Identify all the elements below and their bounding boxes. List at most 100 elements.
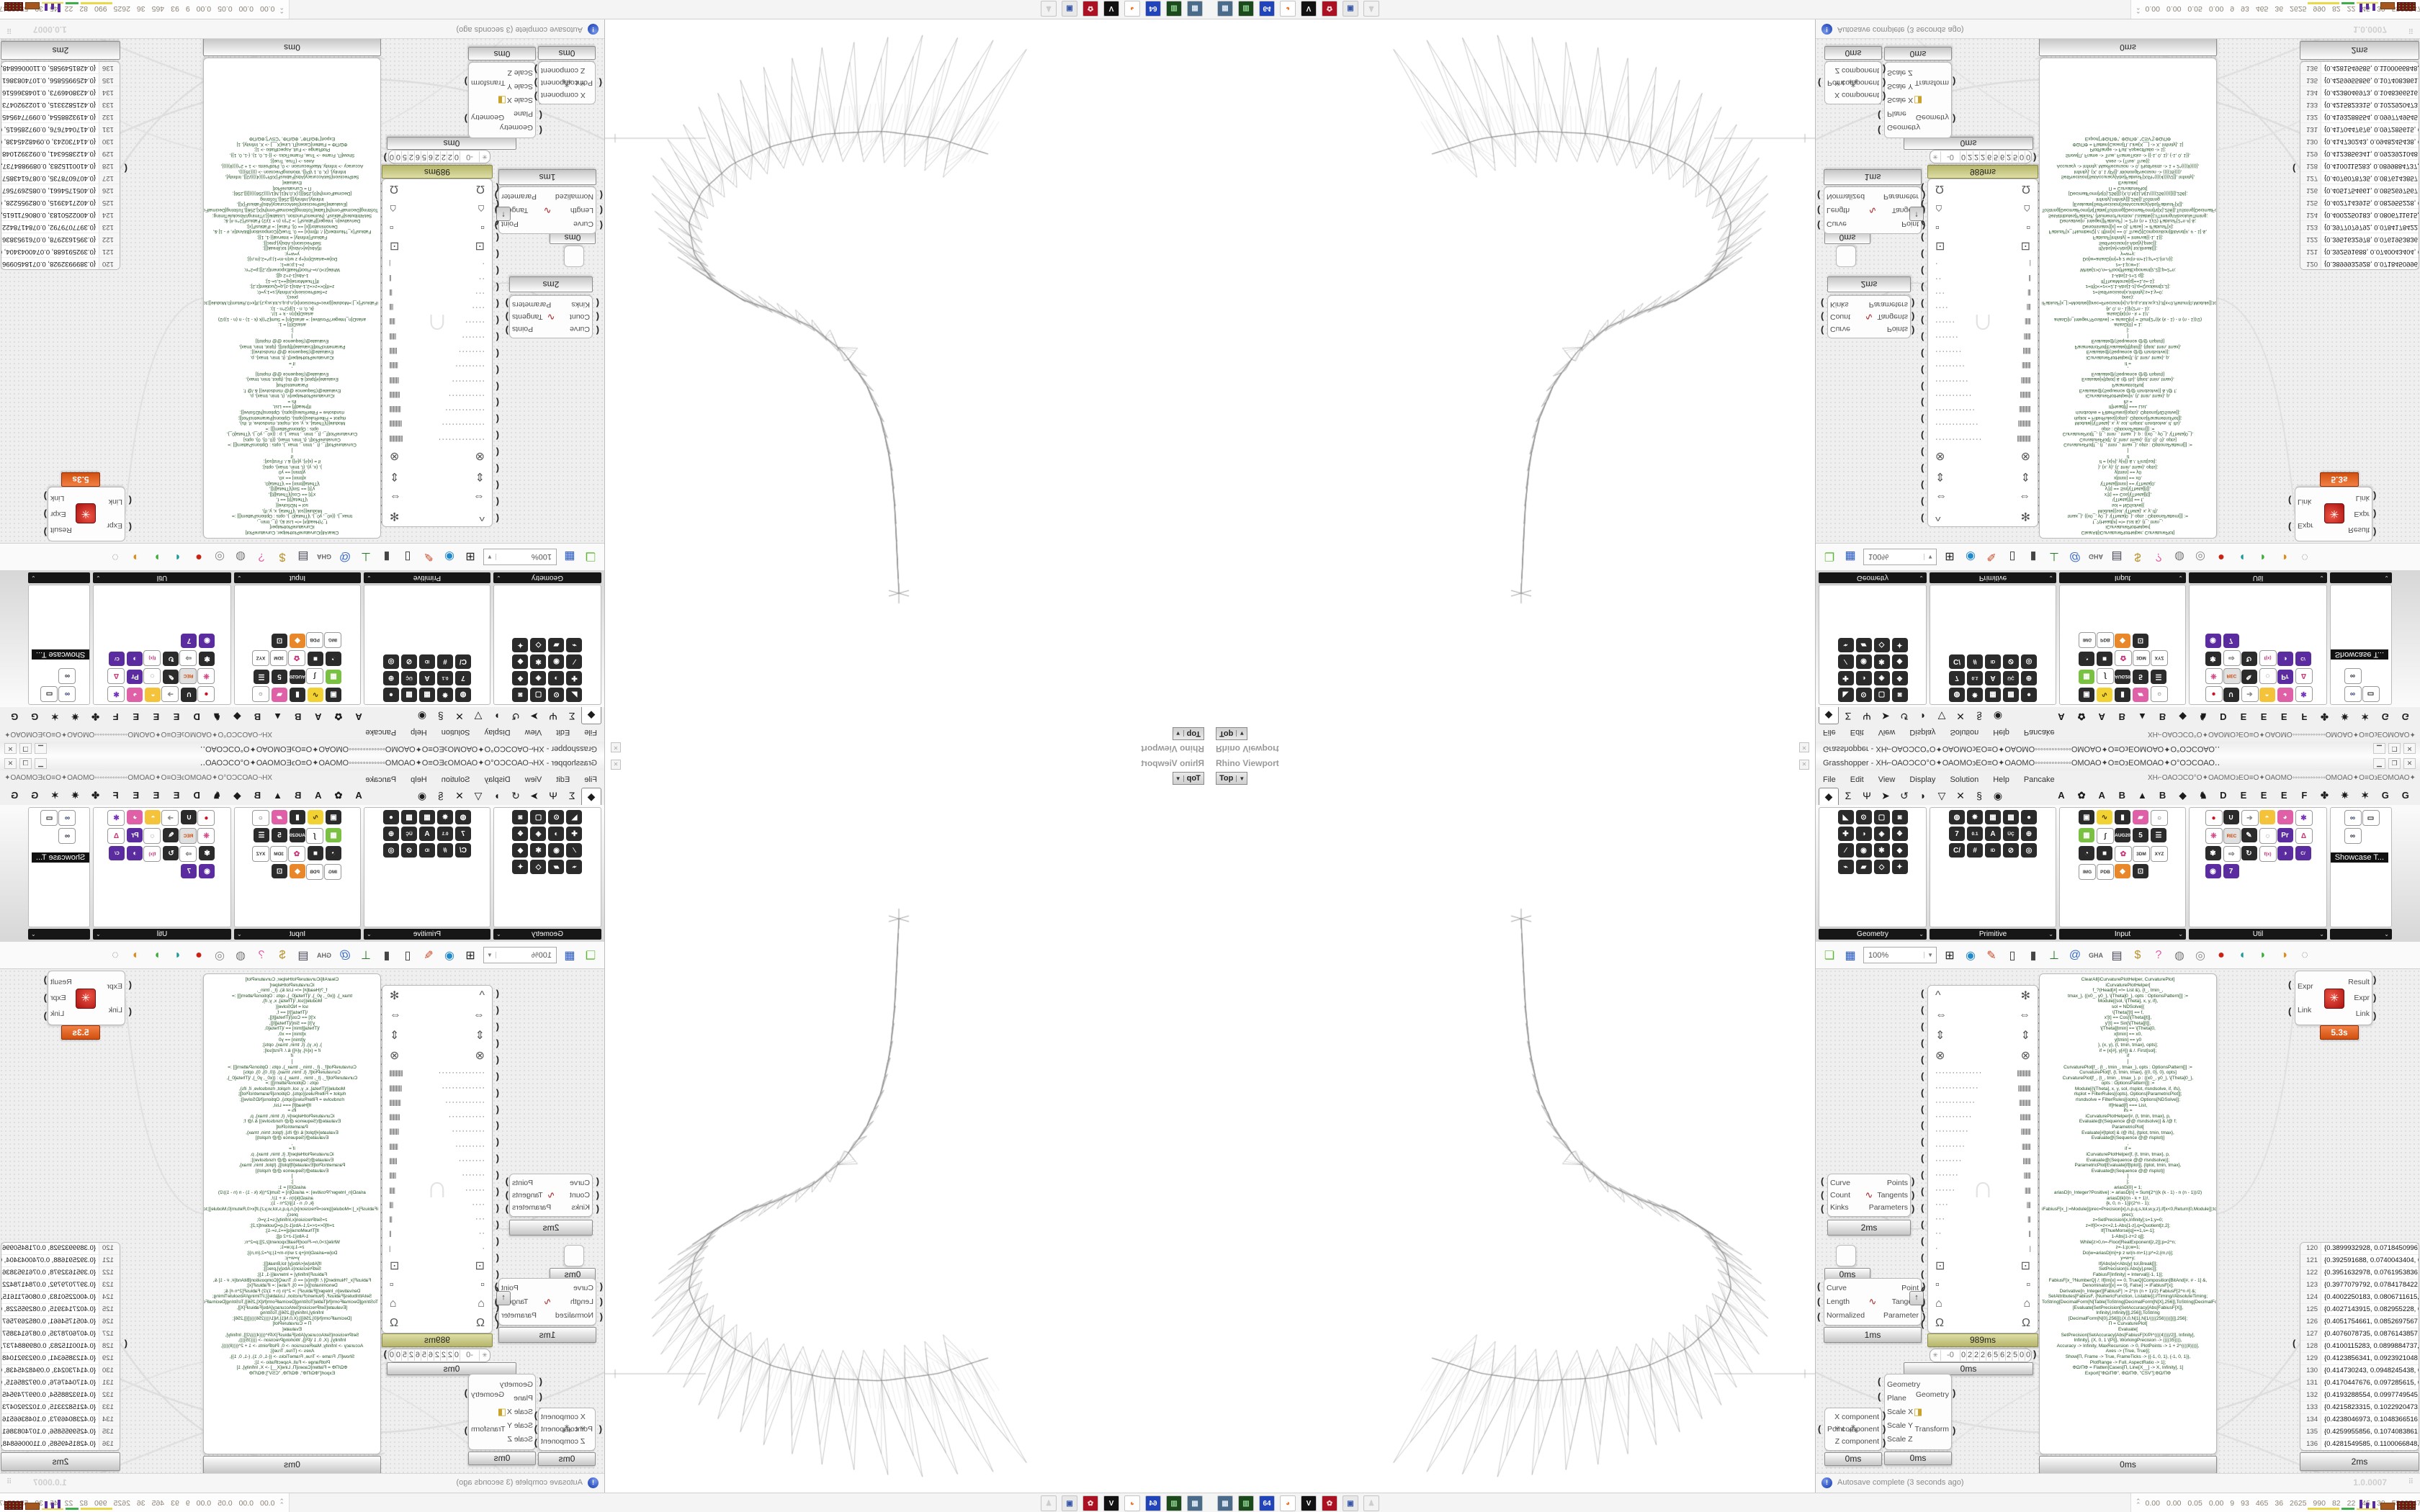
palette-icon-input-8[interactable]: 5 xyxy=(2133,670,2148,684)
chevron-down-icon[interactable]: ▼ xyxy=(484,952,496,958)
palette-icon-util-15[interactable]: f(x) xyxy=(143,650,161,666)
tab-plugin-15[interactable]: ✶ xyxy=(50,711,59,722)
slider-digit[interactable]: 6 xyxy=(1986,151,1992,162)
palette-icon-primitive-10[interactable]: C/ xyxy=(1949,654,1965,669)
palette-icon-util-17[interactable]: C/ xyxy=(2295,652,2311,666)
tab-plugin-11[interactable]: E xyxy=(2280,711,2287,722)
toolbar-bake-ring-icon[interactable]: ◎ xyxy=(2195,949,2205,962)
palette-icon-input-3[interactable]: ▰ xyxy=(272,810,287,824)
palette-icon-geometry-0[interactable]: ◣ xyxy=(1837,688,1854,702)
palette-icon-showcase-1[interactable]: ▭ xyxy=(40,686,58,702)
slider-digit[interactable]: 0 xyxy=(389,1350,395,1361)
palette-icon-primitive-11[interactable]: # xyxy=(1967,654,1983,669)
taskbar-window-app-icon[interactable]: ▣ xyxy=(1062,1495,1077,1511)
port-arc[interactable]: ( xyxy=(1921,497,1924,508)
toolbar-cluster-icon[interactable]: @ xyxy=(339,551,351,564)
palette-icon-input-12[interactable]: ✿ xyxy=(2115,846,2132,862)
palette-group-label[interactable]: Input ⌄ xyxy=(234,572,361,583)
palette-icon-util-6[interactable]: ❊ xyxy=(2205,668,2223,684)
slider-digit[interactable]: 2 xyxy=(447,1350,454,1361)
tab-surface[interactable]: ◗ xyxy=(1919,790,1927,801)
viewport-close-icon[interactable]: ✕ xyxy=(611,742,621,752)
tab-params[interactable]: ◆ xyxy=(581,706,601,724)
palette-icon-geometry-7[interactable]: ❖ xyxy=(1891,671,1908,685)
palette-group-label[interactable]: ⌄ xyxy=(28,572,90,583)
palette-icon-geometry-10[interactable]: ✱ xyxy=(530,654,547,669)
resize-grip[interactable]: ⠿ xyxy=(6,26,12,34)
palette-icon-geometry-1[interactable]: ⊙ xyxy=(548,810,565,824)
palette-icon-primitive-0[interactable]: ◍ xyxy=(1949,688,1965,702)
taskbar-firefox-app-icon[interactable]: ◕ xyxy=(1280,1,1296,17)
palette-icon-util-5[interactable]: ✱ xyxy=(107,686,125,702)
tab-plugin-13[interactable]: ✤ xyxy=(91,711,100,722)
palette-icon-input-10[interactable]: ◔ xyxy=(2079,652,2094,666)
toolbar-blob-green-icon[interactable]: ◗ xyxy=(2259,551,2267,564)
palette-icon-geometry-1[interactable]: ⊙ xyxy=(548,688,565,702)
palette-icon-input-10[interactable]: ◔ xyxy=(326,846,341,860)
toolbar-bake-ring-icon[interactable]: ◎ xyxy=(215,550,225,563)
menu-item-edit[interactable]: Edit xyxy=(556,728,570,737)
component-point-decompose[interactable]: Point(X component Y component Z component)… xyxy=(534,1408,602,1451)
port-arc[interactable]: ) xyxy=(43,974,47,986)
palette-icon-input-3[interactable]: ▰ xyxy=(272,688,287,702)
port-arc[interactable]: ( xyxy=(2288,522,2292,534)
slider-digit[interactable]: 5 xyxy=(2012,151,2018,162)
palette-icon-util-18[interactable]: ◉ xyxy=(2205,634,2221,648)
palette-icon-geometry-10[interactable]: ✱ xyxy=(1873,843,1890,858)
palette-icon-geometry-13[interactable]: ▰ xyxy=(1855,638,1872,652)
port-arc[interactable]: ( xyxy=(1878,109,1881,121)
palette-icon-input-7[interactable]: AUG20 xyxy=(2115,670,2130,684)
tab-plugin-13[interactable]: ✤ xyxy=(2320,711,2329,722)
tab-curve[interactable]: ↺ xyxy=(511,711,520,722)
palette-icon-geometry-5[interactable]: ◑ xyxy=(1855,671,1872,685)
port-arc[interactable]: ( xyxy=(1921,282,1924,293)
palette-icon-input-17[interactable]: ◆ xyxy=(290,634,305,648)
menu-item-pancake[interactable]: Pancake xyxy=(365,775,397,784)
palette-icon-geometry-0[interactable]: ◣ xyxy=(1837,810,1854,824)
palette-group-label[interactable]: Util ⌄ xyxy=(93,572,231,583)
toolbar-save-file-icon[interactable]: ▦ xyxy=(1845,949,1856,962)
palette-icon-util-9[interactable]: ◌ xyxy=(2259,828,2277,844)
tab-plugin-7[interactable]: ♞ xyxy=(212,711,222,722)
port-arc[interactable]: ( xyxy=(1921,480,1924,492)
minimize-button[interactable]: ▁ xyxy=(35,743,47,754)
zoom-level-combo[interactable]: 100% ▼ xyxy=(483,549,557,565)
toolbar-coin-search-icon[interactable]: $ xyxy=(279,948,286,961)
port-arc[interactable]: ( xyxy=(496,315,499,326)
palette-icon-util-3[interactable]: ◓ xyxy=(2259,688,2275,702)
taskbar-display-app-icon[interactable]: ▦ xyxy=(1187,1,1203,17)
palette-icon-geometry-3[interactable]: ◙ xyxy=(512,810,529,824)
toolbar-lasso-icon[interactable]: ◌ xyxy=(112,551,119,564)
port-arc[interactable]: ( xyxy=(1921,298,1924,310)
palette-icon-primitive-5[interactable]: 7 xyxy=(455,671,471,685)
port-arc[interactable]: ( xyxy=(596,325,599,337)
resize-grip[interactable]: ⠿ xyxy=(2408,26,2414,34)
tab-surface[interactable]: ◗ xyxy=(1919,711,1927,722)
palette-icon-geometry-13[interactable]: ▰ xyxy=(548,860,565,874)
tab-plugin-7[interactable]: ♞ xyxy=(2198,711,2208,722)
toolbar-blob-orange-icon[interactable]: ◑ xyxy=(133,551,140,564)
tab-sets[interactable]: Ψ xyxy=(549,790,557,801)
palette-icon-geometry-8[interactable]: ∕ xyxy=(566,654,583,669)
toolbar-sketch-pen-icon[interactable]: ✎ xyxy=(1986,949,1996,962)
toolbar-lasso-icon[interactable]: ◌ xyxy=(2301,551,2308,564)
tab-plugin-11[interactable]: E xyxy=(2280,790,2287,801)
palette-icon-util-17[interactable]: C/ xyxy=(2295,846,2311,860)
palette-icon-geometry-5[interactable]: ◑ xyxy=(548,827,565,841)
component-expression[interactable]: Expr Link((Result Expr Link))) ✳ xyxy=(44,487,132,541)
tab-plugin-2[interactable]: A xyxy=(315,711,322,722)
component-curve-analysis[interactable]: Curve Count Kinks(((Points Tangents Paramete… xyxy=(506,295,599,338)
port-arc[interactable]: ) xyxy=(1883,1409,1886,1421)
palette-icon-util-1[interactable]: ∪ xyxy=(2223,688,2239,702)
tab-plugin-5[interactable]: B xyxy=(254,790,261,801)
port-arc[interactable]: ( xyxy=(1821,325,1824,337)
palette-icon-primitive-0[interactable]: ◍ xyxy=(1949,810,1965,824)
menu-item-solution[interactable]: Solution xyxy=(1950,775,1979,784)
port-arc[interactable]: ( xyxy=(1817,220,1821,232)
port-arc[interactable]: ) xyxy=(1883,1437,1886,1449)
port-arc[interactable]: ( xyxy=(496,1169,499,1181)
port-arc[interactable]: ( xyxy=(496,265,499,276)
port-arc[interactable]: ( xyxy=(1921,414,1924,426)
port-arc[interactable]: ( xyxy=(496,282,499,293)
port-arc[interactable]: ( xyxy=(496,1070,499,1081)
